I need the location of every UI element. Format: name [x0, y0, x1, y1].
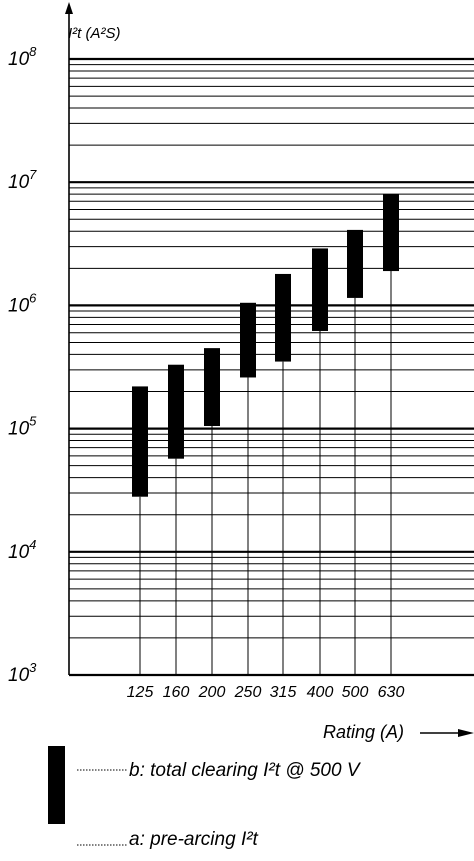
- axes: [65, 2, 474, 737]
- bar-630: [383, 194, 399, 272]
- bar-400: [312, 248, 328, 331]
- y-tick-label: 103: [8, 660, 37, 686]
- y-tick-label: 108: [8, 44, 37, 70]
- x-tick-label: 630: [378, 684, 405, 701]
- y-tick-label: 104: [8, 537, 36, 563]
- x-tick-label: 500: [342, 684, 369, 701]
- grid-lines: [69, 57, 474, 677]
- bars: [132, 194, 399, 497]
- bar-500: [347, 229, 363, 298]
- bar-315: [275, 273, 291, 362]
- x-tick-labels: 125 160 200 250 315 400 500 630: [127, 684, 405, 701]
- bar-250: [240, 302, 256, 378]
- bar-160: [168, 364, 184, 459]
- bar-200: [204, 348, 220, 426]
- y-tick-labels: 103 104 105 106 107 108: [8, 44, 37, 686]
- y-axis-arrow-icon: [65, 2, 73, 14]
- x-tick-label: 200: [198, 684, 226, 701]
- bar-stems: [139, 271, 392, 675]
- y-axis-label: I²t (A²S): [68, 25, 121, 42]
- x-tick-label: 160: [163, 684, 190, 701]
- y-tick-label: 106: [8, 290, 37, 316]
- legend-swatch: [48, 746, 65, 824]
- y-tick-label: 105: [8, 414, 37, 440]
- bar-125: [132, 386, 148, 497]
- legend-a-label: a: pre-arcing I²t: [129, 829, 259, 850]
- x-tick-label: 400: [307, 684, 334, 701]
- x-axis-arrow-icon: [458, 729, 474, 737]
- x-tick-label: 315: [270, 684, 297, 701]
- legend-b-label: b: total clearing I²t @ 500 V: [129, 760, 362, 781]
- x-tick-label: 125: [127, 684, 154, 701]
- x-tick-label: 250: [234, 684, 262, 701]
- x-axis-label: Rating (A): [323, 722, 404, 742]
- y-tick-label: 107: [8, 167, 37, 193]
